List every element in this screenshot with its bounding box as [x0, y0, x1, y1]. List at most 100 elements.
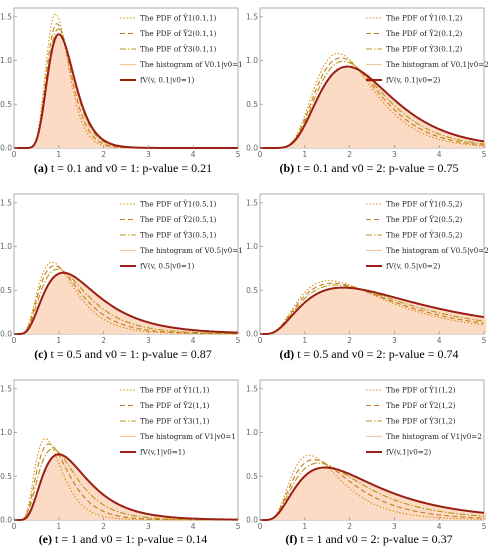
histogram-bar — [282, 324, 285, 334]
histogram-bar — [376, 294, 379, 334]
x-tick-label: 5 — [482, 150, 487, 159]
histogram-bar — [293, 312, 296, 334]
caption-b-text: t = 0.1 and v0 = 2: p-value = 0.75 — [297, 161, 459, 175]
legend-label: The PDF of Ŷ1(0.5,1) — [140, 200, 217, 209]
caption-f: (f) t = 1 and v0 = 2: p-value = 0.37 — [246, 532, 492, 547]
x-tick-label: 1 — [302, 336, 307, 345]
histogram-bar — [324, 466, 328, 520]
histogram-bar — [416, 118, 420, 148]
histogram-bar — [101, 493, 104, 520]
histogram-bar — [45, 82, 48, 148]
histogram-bar — [333, 286, 337, 334]
x-tick-label: 2 — [101, 150, 106, 159]
histogram-bar — [65, 456, 68, 520]
histogram-bar — [354, 68, 357, 148]
histogram-bar — [110, 144, 113, 148]
caption-a: (a) t = 0.1 and v0 = 1: p-value = 0.21 — [0, 161, 246, 176]
histogram-bar — [459, 313, 462, 334]
y-tick-label: 0.0 — [0, 516, 12, 525]
histogram-bar — [457, 509, 460, 520]
y-tick-label: 0.5 — [0, 286, 12, 295]
histogram-bar — [320, 291, 323, 334]
histogram-bar — [309, 298, 312, 334]
histogram-bar — [468, 315, 471, 334]
histogram-bar — [99, 297, 102, 334]
histogram-bar — [277, 329, 281, 334]
histogram-bar — [293, 487, 296, 520]
histogram-bar — [70, 64, 73, 148]
histogram-bar — [280, 509, 283, 520]
histogram-bar — [320, 89, 323, 148]
histogram-bar — [421, 502, 424, 520]
histogram-bar — [92, 129, 95, 148]
histogram-bar — [347, 68, 350, 148]
histogram-bar — [63, 274, 66, 334]
histogram-bar — [76, 279, 79, 334]
histogram-bar — [291, 315, 294, 334]
histogram-bar — [148, 514, 151, 520]
histogram-bar — [398, 104, 402, 148]
chart-panel-a: 0 1 2 3 4 50.00.51.01.5 The PDF of Ŷ1(0.1,1)Th… — [0, 7, 243, 159]
histogram-bar — [78, 470, 82, 520]
histogram-bar — [320, 469, 323, 520]
histogram-bar — [300, 478, 303, 520]
x-tick-label: 1 — [302, 522, 307, 531]
histogram-bar — [295, 485, 299, 520]
legend-label: The PDF of Ŷ2(0.1,1) — [140, 29, 217, 38]
y-tick-label: 0.0 — [0, 144, 12, 153]
histogram-bar — [336, 287, 339, 334]
histogram-bar — [238, 332, 241, 334]
y-tick-label: 0.0 — [246, 330, 258, 339]
histogram-bar — [383, 489, 386, 520]
histogram-bar — [108, 304, 111, 334]
histogram-bar — [313, 295, 316, 334]
histogram-bar — [186, 329, 189, 334]
legend-label: The PDF of Ŷ1(0.5,2) — [386, 200, 463, 209]
x-tick-label: 5 — [482, 336, 487, 345]
histogram-bar — [112, 502, 115, 520]
histogram-bar — [87, 122, 91, 148]
x-tick-label: 4 — [437, 150, 442, 159]
histogram-bar — [81, 281, 84, 334]
histogram-bar — [36, 491, 39, 520]
histogram-bar — [291, 142, 294, 148]
histogram-bar — [403, 299, 406, 334]
x-tick-label: 2 — [347, 150, 352, 159]
histogram-bar — [376, 84, 379, 148]
y-tick-label: 0.5 — [246, 472, 258, 481]
histogram-bar — [392, 492, 395, 520]
histogram-bar — [450, 508, 453, 520]
legend-label: The PDF of Ŷ2(1,2) — [386, 401, 456, 410]
histogram-bar — [126, 507, 129, 520]
histogram-bar — [85, 116, 88, 148]
series-line-dotted — [260, 454, 485, 521]
legend-label: The PDF of Ŷ3(0.1,1) — [140, 45, 217, 54]
histogram-bar — [392, 99, 395, 148]
histogram-bar — [31, 504, 35, 520]
series-line-dotted — [260, 52, 485, 149]
histogram-bar — [309, 470, 312, 520]
histogram-bar — [410, 499, 413, 520]
histogram-bar — [365, 75, 368, 148]
histogram-bar — [345, 288, 348, 334]
histogram-bar — [363, 479, 366, 520]
histogram-bar — [311, 295, 314, 334]
histogram-bar — [38, 126, 41, 148]
histogram-bar — [121, 312, 124, 334]
histogram-bar — [472, 511, 476, 520]
series-line-dashed — [260, 459, 485, 521]
histogram-bar — [295, 309, 299, 334]
histogram-bar — [360, 290, 364, 334]
histogram-bar — [72, 462, 75, 520]
histogram-bar — [360, 479, 364, 520]
histogram-bar — [376, 486, 379, 520]
histogram-bar — [463, 313, 467, 334]
y-tick-label: 1.5 — [246, 384, 258, 393]
series-line-dashed — [14, 443, 238, 521]
histogram-bar — [340, 286, 343, 334]
histogram-bar — [333, 73, 337, 148]
histogram-bar — [313, 470, 316, 520]
histogram-bar — [477, 512, 480, 520]
histogram-bar — [378, 293, 381, 334]
y-tick-label: 0.0 — [0, 330, 12, 339]
